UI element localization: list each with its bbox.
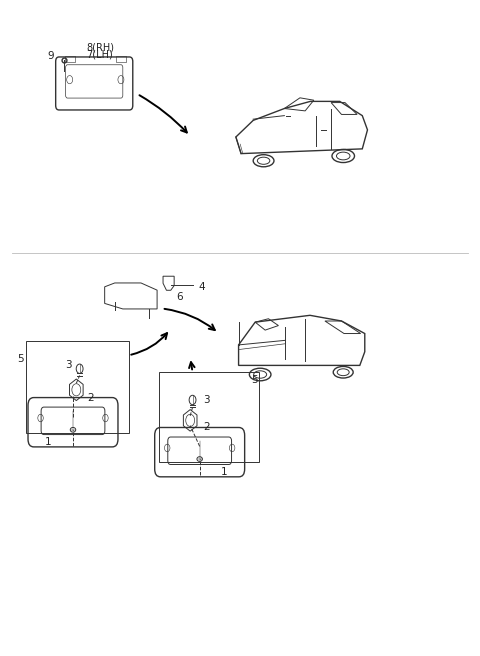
- Text: 7(LH): 7(LH): [87, 50, 113, 60]
- Text: 3: 3: [203, 394, 210, 405]
- Text: 1: 1: [221, 467, 228, 478]
- Text: 2: 2: [87, 392, 94, 403]
- Text: 5: 5: [251, 375, 258, 385]
- Bar: [116, 56, 126, 62]
- Text: 1: 1: [45, 437, 51, 447]
- Text: 5: 5: [17, 354, 24, 364]
- Bar: [64, 56, 75, 62]
- Text: 2: 2: [203, 422, 210, 432]
- Text: 9: 9: [48, 51, 54, 61]
- Text: 4: 4: [199, 282, 205, 292]
- Text: 6: 6: [176, 293, 182, 302]
- Text: 8(RH): 8(RH): [86, 42, 114, 52]
- Text: 3: 3: [65, 360, 72, 370]
